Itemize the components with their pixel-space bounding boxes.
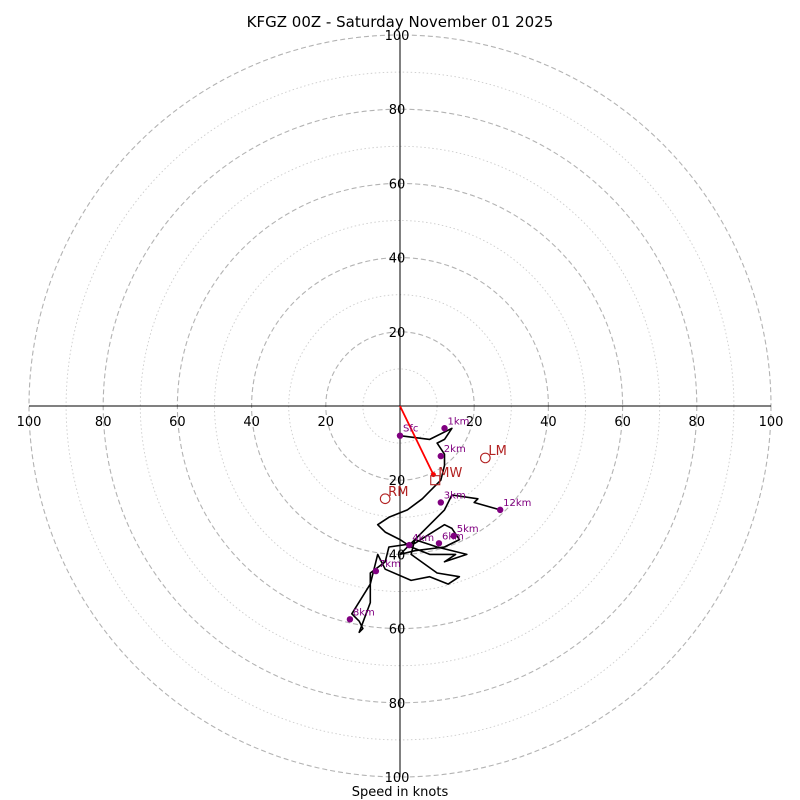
y-tick-label: 60	[389, 623, 406, 638]
height-marker-7km	[372, 567, 380, 575]
height-label-12km: 12km	[503, 498, 531, 509]
x-tick-label: 80	[95, 415, 112, 430]
height-label-Sfc: Sfc	[403, 424, 418, 435]
storm-motion-RM-label: RM	[388, 485, 408, 500]
x-tick-label: 60	[169, 415, 186, 430]
height-label-2km: 2km	[444, 444, 466, 455]
x-tick-label: 40	[540, 415, 557, 430]
height-marker-3km	[437, 499, 445, 506]
storm-motion-LM-label: LM	[488, 444, 506, 459]
height-label-3km: 3km	[444, 490, 466, 501]
height-marker-6km	[435, 540, 443, 547]
y-tick-label: 40	[389, 252, 406, 267]
y-tick-label: 100	[385, 29, 410, 44]
x-axis-label: Speed in knots	[352, 785, 449, 800]
chart-title: KFGZ 00Z - Saturday November 01 2025	[247, 13, 554, 31]
height-label-1km: 1km	[448, 416, 470, 427]
storm-motion-RM-marker	[379, 493, 391, 505]
x-tick-label: 100	[759, 415, 784, 430]
shear-vector	[399, 405, 436, 478]
y-tick-label: 60	[389, 177, 406, 192]
height-marker-8km	[346, 616, 354, 623]
x-tick-label: 60	[614, 415, 631, 430]
y-tick-label: 80	[389, 697, 406, 712]
x-tick-label: 20	[466, 415, 483, 430]
height-marker-5km	[450, 532, 457, 540]
y-tick-label: 100	[385, 771, 410, 786]
storm-motion-LM-marker	[479, 452, 491, 464]
height-marker-2km	[437, 452, 445, 460]
height-label-5km: 5km	[457, 524, 479, 535]
y-tick-label: 80	[389, 103, 406, 118]
tick-labels: 100 80 60 40 20 20 40 60 80 100100806040202040608…	[17, 29, 784, 786]
storm-motion-MW-label: MW	[438, 466, 462, 481]
height-marker-1km	[441, 425, 448, 432]
height-label-7km: 7km	[379, 559, 401, 570]
height-label-6km: 6km	[442, 531, 464, 542]
x-tick-label: 40	[243, 415, 260, 430]
x-tick-label: 20	[318, 415, 335, 430]
height-label-4km: 4km	[412, 533, 434, 544]
storm-motion-markers: RM LM MW	[379, 444, 507, 505]
y-tick-label: 20	[389, 474, 406, 489]
height-marker-12km	[496, 506, 504, 514]
x-tick-label: 100	[17, 415, 42, 430]
x-tick-label: 80	[689, 415, 706, 430]
shear-vector-tip	[430, 472, 436, 478]
shear-vector-line	[399, 405, 435, 476]
storm-motion-MW-marker	[430, 475, 441, 486]
height-marker-Sfc	[396, 432, 404, 439]
height-marker-4km	[406, 541, 413, 549]
y-tick-label: 20	[389, 326, 406, 341]
height-label-8km: 8km	[353, 607, 375, 618]
